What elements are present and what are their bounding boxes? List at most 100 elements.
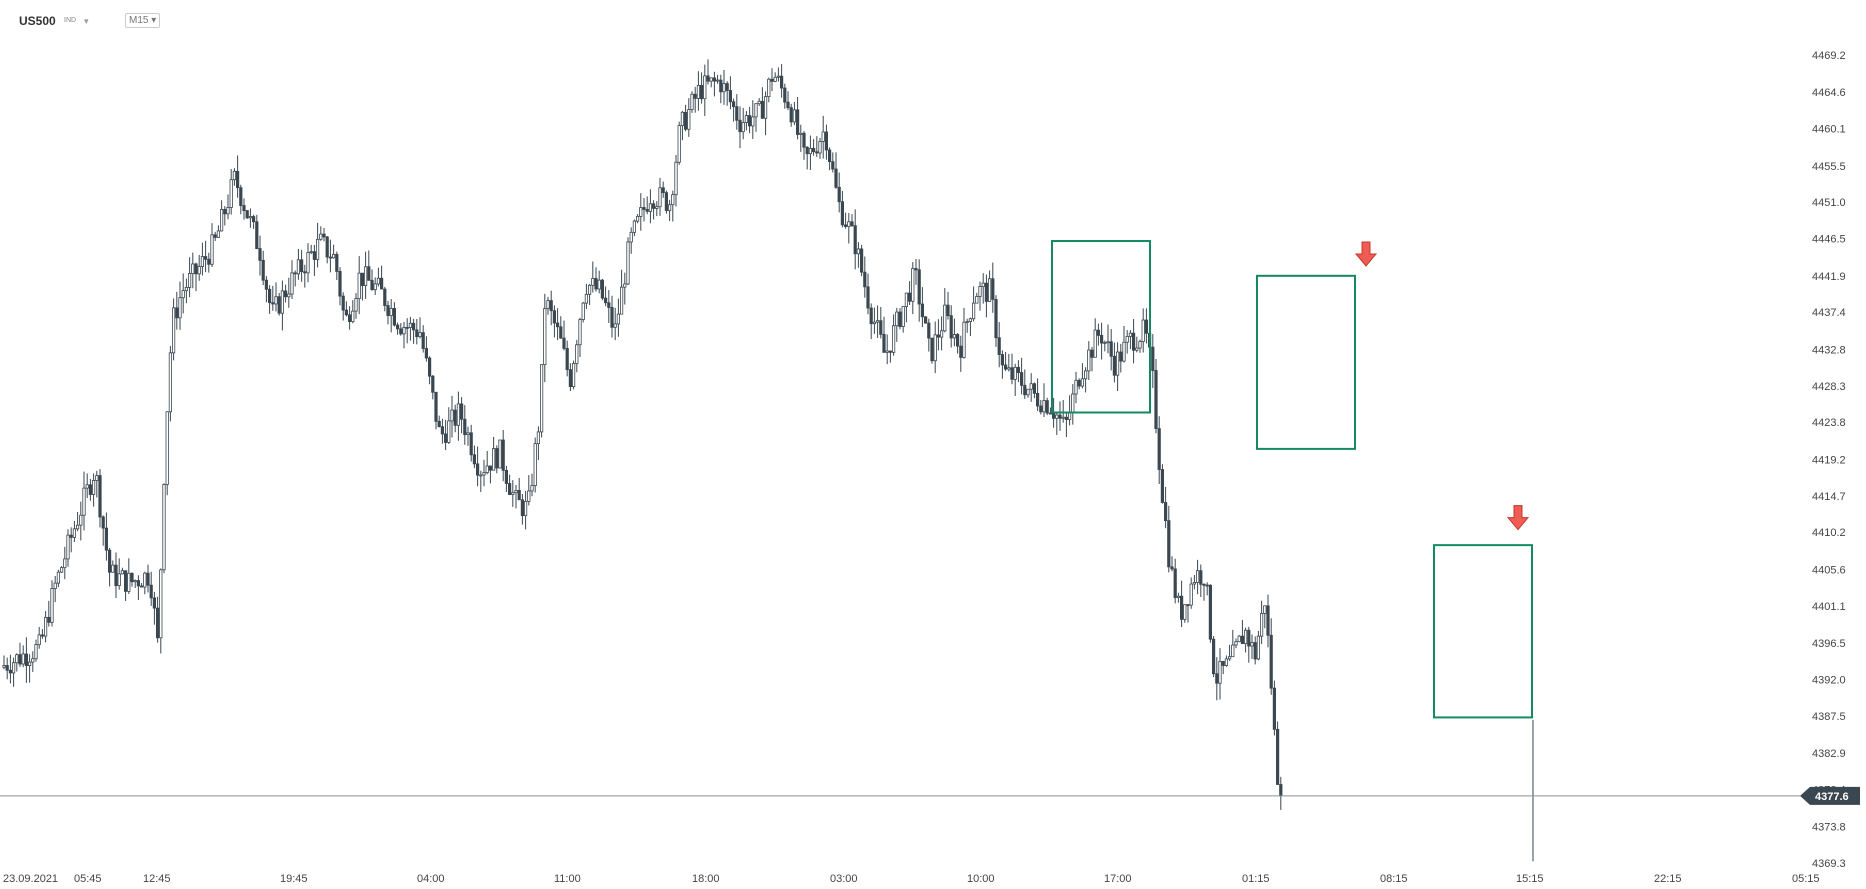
symbol-label[interactable]: US500 [19,14,56,28]
chevron-down-icon[interactable]: ▾ [84,16,89,26]
candle-body [37,634,41,646]
x-tick-label: 05:15 [1792,873,1820,885]
candle-body [69,534,73,538]
candle-body [1215,673,1219,684]
candle-body [274,296,278,305]
candle-body [524,500,528,517]
candle-body [562,337,566,349]
candle-body [725,83,729,91]
candle-body [495,448,499,469]
y-tick-label: 4392.0 [1812,674,1846,686]
candle-body [1004,364,1008,370]
candle-body [11,662,16,674]
candle-body [770,78,774,82]
y-tick-label: 4460.1 [1812,124,1846,136]
candle-body [559,326,563,339]
candle-body [892,325,896,353]
candle-body [1263,605,1267,614]
candle-body [834,168,838,188]
candle-body [319,233,323,240]
instrument-type-label: IND [64,17,77,24]
candle-body [914,268,918,271]
candle-body [76,524,80,530]
candle-body [728,90,733,103]
candle-body [488,465,493,471]
candle-body [1013,366,1017,380]
candle-body [1045,400,1049,414]
candle-body [741,122,745,133]
candle-body [722,83,726,93]
candle-body [975,296,979,304]
candle-body [1036,392,1040,407]
candle-body [351,310,355,322]
candle-body [40,634,45,637]
candle-body [1052,412,1056,419]
candle-body [1074,379,1078,395]
candle-body [1058,414,1062,419]
candle-body [981,282,985,287]
candle-body [1061,416,1065,419]
candle-body [411,322,416,331]
candle-body [661,187,665,194]
candle-body [335,253,339,272]
candle-body [648,203,653,212]
candle-body [242,205,246,211]
candle-body [703,75,707,100]
candle-body [1276,728,1280,785]
arrow-down-icon [1506,505,1530,531]
candle-body [479,474,483,477]
candle-body [594,278,598,290]
highlight-box [1051,240,1151,414]
candle-body [501,439,505,471]
candle-body [927,322,931,339]
chart-toolbar: US500 IND ▾ M15 ▾ [0,0,1866,36]
y-tick-label: 4405.6 [1812,564,1846,576]
candle-body [440,426,445,435]
candle-body [1208,584,1212,640]
candle-body [1077,379,1081,387]
candle-body [1010,367,1014,380]
candle-body [917,269,921,305]
candle-body [325,236,329,258]
x-tick-label: 03:00 [830,873,858,885]
candle-body [162,484,166,571]
candle-body [706,75,710,82]
candle-body [1109,341,1113,357]
candle-body [616,313,621,325]
candle-body [997,337,1001,355]
candle-body [991,278,995,300]
x-tick-label: 08:15 [1380,873,1408,885]
candle-body [226,207,230,215]
candle-body [540,364,544,433]
candle-body [588,284,592,295]
candle-body [2,665,6,668]
y-tick-label: 4441.9 [1812,271,1846,283]
candle-body [1112,355,1116,376]
candle-body [1125,335,1129,343]
candle-body [514,490,518,494]
candle-body [127,572,131,592]
candle-body [1199,570,1203,585]
candle-body [1221,660,1225,666]
candle-body [568,369,573,388]
candle-body [984,282,989,302]
candle-body [434,391,438,422]
candle-body [277,296,281,314]
candle-body [856,248,861,255]
candle-body [1071,393,1075,413]
candle-body [930,337,934,362]
candle-body [379,277,384,290]
candle-body [1119,351,1123,362]
candle-body [181,290,185,299]
candle-body [299,259,304,273]
candle-body [405,327,409,329]
candle-body [716,79,720,82]
candle-body [232,170,236,181]
candle-body [527,490,531,502]
candle-body [1224,658,1228,666]
candle-body [885,350,889,353]
timeframe-select[interactable]: M15 ▾ [125,13,161,28]
x-tick-label: 04:00 [417,873,445,885]
x-tick-label: 23.09.2021 [3,873,58,885]
